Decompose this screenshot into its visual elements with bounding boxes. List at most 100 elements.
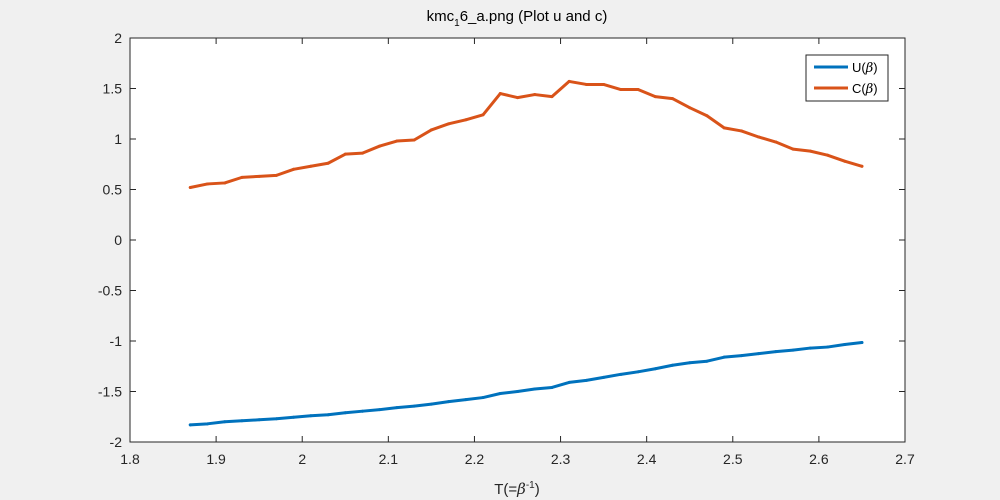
series-line-u (188, 341, 864, 427)
series-point-c (223, 181, 227, 185)
series-point-u (567, 380, 571, 384)
series-point-c (722, 126, 726, 130)
y-tick-label: 0.5 (103, 182, 123, 198)
legend-label-c-symbol: β (865, 82, 874, 97)
y-tick-label: 2 (114, 30, 122, 46)
x-axis-label-suffix: ) (535, 481, 540, 498)
series-point-c (498, 92, 502, 96)
series-point-c (309, 164, 313, 168)
legend-label-u-suffix: ) (873, 60, 877, 75)
series-point-c (516, 96, 519, 100)
x-tick-label: 2.7 (895, 451, 915, 467)
series-point-c (257, 174, 261, 178)
series-point-u (464, 398, 468, 402)
y-tick-label: 1 (114, 131, 122, 147)
series-point-c (705, 114, 709, 118)
y-tick-label: -0.5 (98, 283, 122, 299)
series-point-u (429, 402, 433, 406)
series-point-c (361, 151, 364, 155)
series-point-u (206, 422, 209, 426)
series-point-u (602, 375, 606, 379)
series-point-u (705, 359, 709, 363)
series-point-u (808, 346, 812, 350)
legend: U(β) C(β) (805, 54, 889, 102)
y-tick-label: -2 (110, 434, 123, 450)
chart-title-subscript: 1 (454, 18, 460, 29)
x-tick-label: 2.3 (551, 451, 571, 467)
series-point-u (240, 419, 244, 423)
series-point-u (309, 414, 313, 418)
series-point-c (378, 144, 382, 148)
x-axis-label-prefix: T(= (494, 481, 517, 498)
series-point-u (757, 352, 761, 356)
x-axis-label-superscript: -1 (526, 480, 535, 491)
series-point-c (240, 175, 244, 179)
x-tick-label: 1.8 (120, 451, 140, 467)
series-point-u (653, 367, 657, 371)
legend-label-u-symbol: β (865, 61, 874, 76)
x-tick-label: 1.9 (206, 451, 226, 467)
series-point-c (808, 149, 812, 153)
series-point-u (395, 406, 399, 410)
series-point-u (188, 423, 192, 427)
axes-layer: 1.8 1.9 2 2.1 2.2 2.3 2.4 2.5 2.6 2.7 -2 -1.5 -1 -0.5… (98, 30, 915, 467)
series-point-c (395, 139, 399, 143)
series-point-c (671, 97, 674, 101)
series-line-c (188, 79, 864, 189)
y-tick-label: -1.5 (98, 384, 122, 400)
series-point-c (481, 113, 485, 117)
series-point-c (447, 122, 451, 126)
series-point-u (843, 343, 847, 347)
series-point-u (860, 341, 864, 345)
series-point-u (274, 417, 278, 421)
series-point-c (550, 95, 554, 99)
x-axis-label-symbol: β (516, 480, 526, 498)
series-point-u (688, 361, 692, 365)
series-point-u (550, 385, 554, 389)
series-point-c (774, 140, 778, 144)
x-tick-label: 2 (298, 451, 306, 467)
x-tick-label: 2.6 (809, 451, 829, 467)
x-tick-label: 2.1 (379, 451, 399, 467)
x-tick-label: 2.5 (723, 451, 743, 467)
series-point-u (533, 387, 537, 391)
y-tick-label: 0 (114, 232, 122, 248)
series-point-c (412, 138, 416, 142)
series-point-c (326, 161, 330, 165)
x-axis-label: T(=β-1) (494, 480, 540, 498)
series-point-c (292, 167, 296, 171)
chart-title: kmc16_a.png (Plot u and c) (427, 8, 608, 29)
series-point-c (464, 118, 468, 122)
legend-box (805, 54, 889, 102)
series-point-u (343, 411, 347, 415)
series-point-c (343, 152, 347, 156)
series-point-u (498, 392, 502, 396)
series-point-c (602, 82, 606, 86)
series-point-u (739, 354, 743, 358)
chart-title-suffix: 6_a.png (Plot u and c) (460, 8, 608, 25)
series-point-c (567, 79, 571, 83)
series-point-c (274, 173, 278, 177)
legend-label-c-suffix: ) (873, 81, 877, 96)
series-point-c (188, 185, 192, 189)
series-point-u (791, 348, 795, 352)
chart-title-prefix: kmc (427, 8, 455, 25)
series-point-c (860, 164, 864, 168)
series-point-c (757, 135, 761, 139)
y-tick-label: -1 (110, 333, 123, 349)
series-point-c (688, 106, 692, 110)
series-point-u (584, 378, 588, 382)
series-point-u (722, 355, 726, 359)
series-point-c (533, 93, 537, 97)
x-tick-label: 2.4 (637, 451, 657, 467)
series-point-u (361, 409, 364, 413)
series-point-u (412, 404, 416, 408)
series-layer (188, 79, 864, 427)
series-point-u (671, 363, 674, 367)
legend-label-c-prefix: C( (852, 81, 866, 96)
series-point-u (826, 345, 829, 349)
plot-area (130, 38, 905, 442)
series-point-u (326, 413, 330, 417)
series-point-c (653, 95, 657, 99)
